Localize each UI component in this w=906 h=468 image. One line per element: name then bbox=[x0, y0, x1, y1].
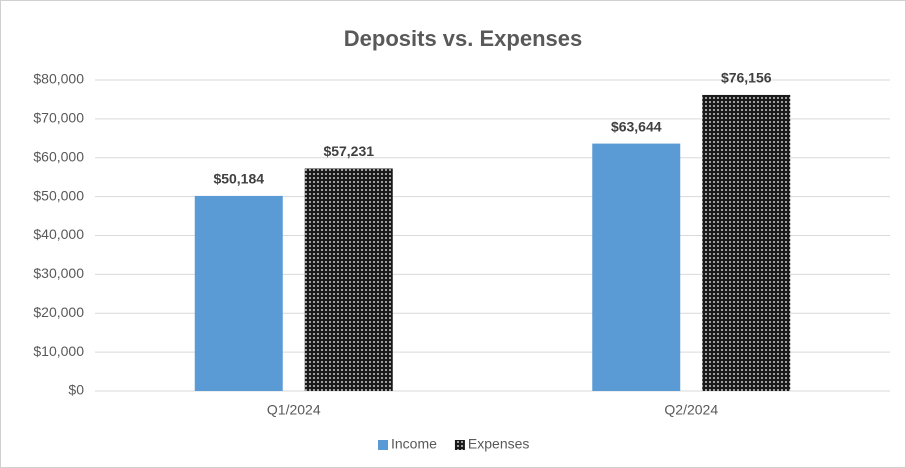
y-tick-label: $60,000 bbox=[33, 148, 84, 164]
y-tick-label: $0 bbox=[68, 382, 84, 398]
y-tick-label: $50,000 bbox=[33, 187, 84, 203]
data-label: $57,231 bbox=[323, 143, 374, 159]
bar bbox=[304, 168, 393, 391]
x-tick-label: Q2/2024 bbox=[664, 402, 718, 418]
y-tick-label: $20,000 bbox=[33, 304, 84, 320]
bar bbox=[702, 94, 791, 392]
data-label: $76,156 bbox=[721, 70, 772, 86]
data-label: $50,184 bbox=[213, 171, 264, 187]
data-label: $63,644 bbox=[611, 118, 662, 134]
y-tick-label: $70,000 bbox=[33, 110, 84, 126]
y-tick-label: $10,000 bbox=[33, 343, 84, 359]
legend-swatch bbox=[378, 440, 388, 450]
y-tick-label: $30,000 bbox=[33, 265, 84, 281]
legend-swatch bbox=[454, 440, 465, 450]
bar bbox=[194, 195, 283, 391]
chart-title: Deposits vs. Expenses bbox=[344, 26, 582, 51]
legend-label: Income bbox=[391, 436, 437, 452]
bar bbox=[592, 143, 681, 391]
y-tick-label: $40,000 bbox=[33, 226, 84, 242]
legend-label: Expenses bbox=[468, 436, 529, 452]
y-tick-label: $80,000 bbox=[33, 71, 84, 87]
x-tick-label: Q1/2024 bbox=[267, 402, 321, 418]
